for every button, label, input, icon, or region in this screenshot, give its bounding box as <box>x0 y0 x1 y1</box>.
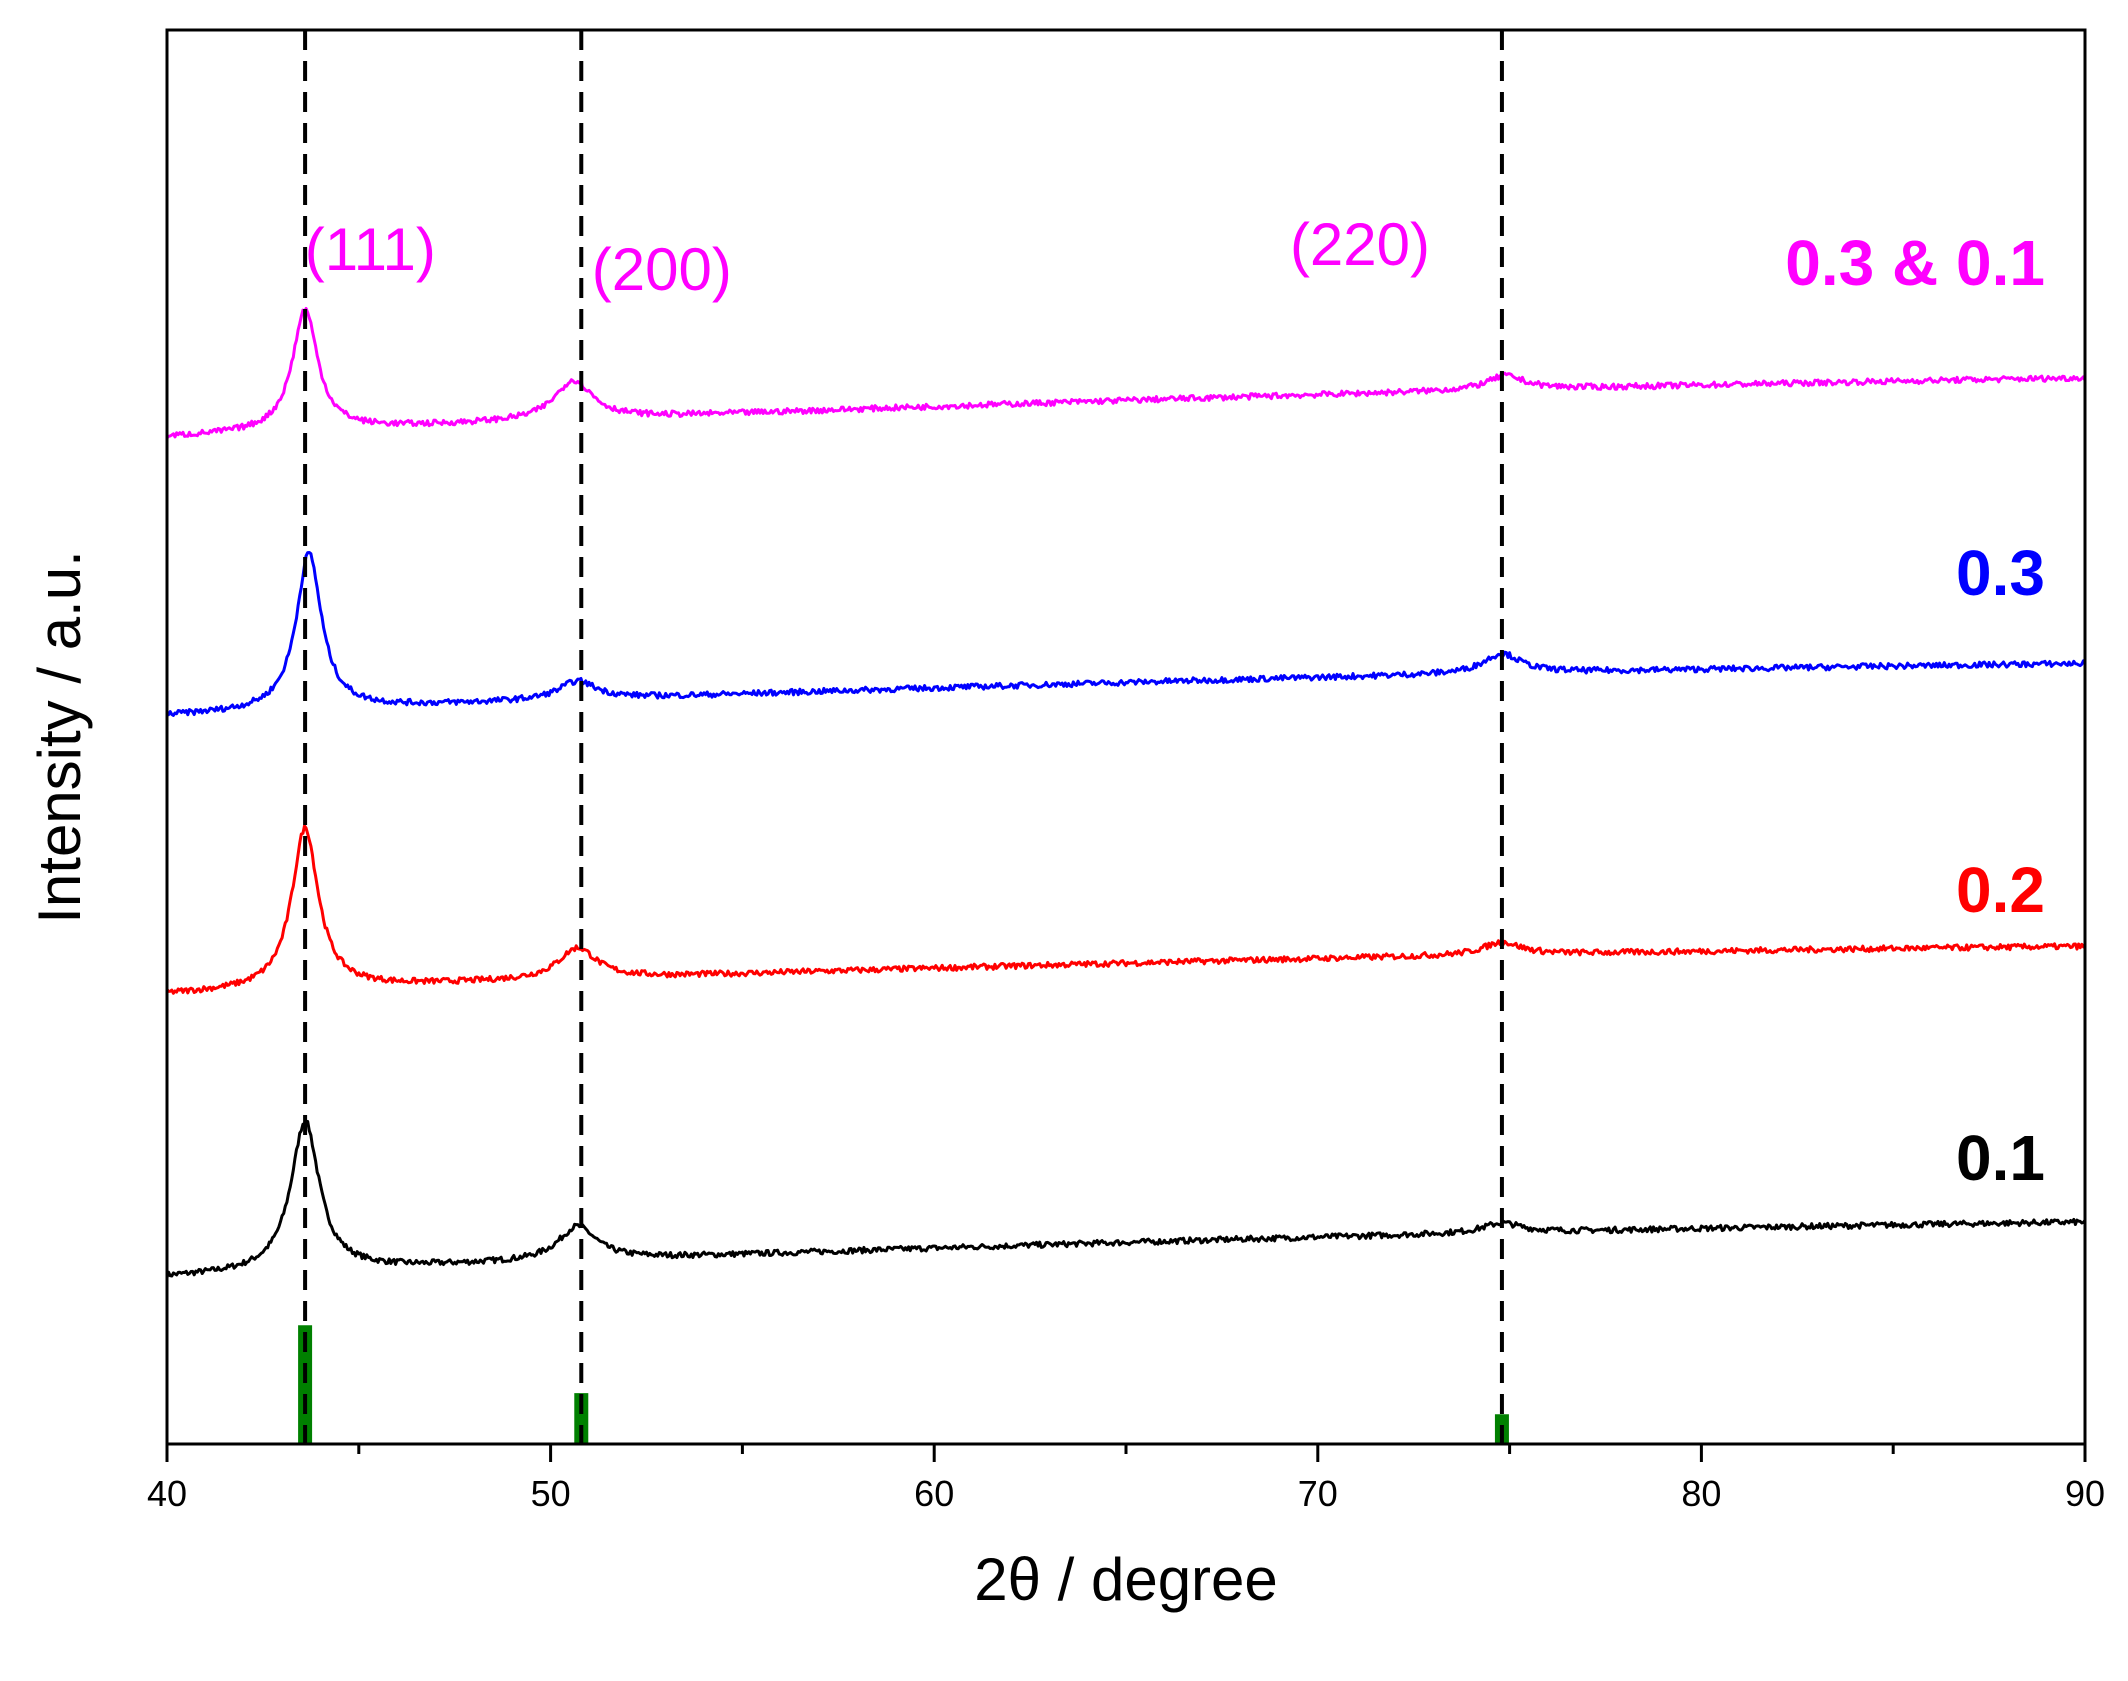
peak-label-0: (111) <box>305 216 436 283</box>
series-line-3 <box>165 307 2087 440</box>
reference-lines <box>303 30 1504 1444</box>
series-labels: 0.1 0.2 0.3 0.3 & 0.1 <box>1785 227 2045 1194</box>
series-lines <box>165 307 2087 1279</box>
x-tick-label-90: 90 <box>2065 1473 2105 1514</box>
y-axis-title: Intensity / a.u. <box>26 550 93 924</box>
x-axis-tick-labels: 40 50 60 70 80 90 <box>147 1473 2105 1514</box>
series-line-1 <box>165 824 2087 995</box>
x-axis-title: 2θ / degree <box>974 1546 1278 1613</box>
reference-line-labels: (111) (200) (220) <box>305 211 1430 303</box>
peak-label-1: (200) <box>592 236 732 303</box>
x-tick-label-70: 70 <box>1298 1473 1338 1514</box>
series-label-1: 0.2 <box>1956 854 2045 926</box>
x-tick-label-80: 80 <box>1681 1473 1721 1514</box>
x-axis-ticks <box>165 1444 2087 1462</box>
series-line-0 <box>165 1120 2087 1279</box>
x-tick-label-60: 60 <box>914 1473 954 1514</box>
x-tick-label-50: 50 <box>531 1473 571 1514</box>
series-label-3: 0.3 & 0.1 <box>1785 227 2045 299</box>
x-tick-label-40: 40 <box>147 1473 187 1514</box>
peak-label-2: (220) <box>1290 211 1430 278</box>
series-label-0: 0.1 <box>1956 1122 2045 1194</box>
series-line-2 <box>165 551 2086 717</box>
series-label-2: 0.3 <box>1956 537 2045 609</box>
